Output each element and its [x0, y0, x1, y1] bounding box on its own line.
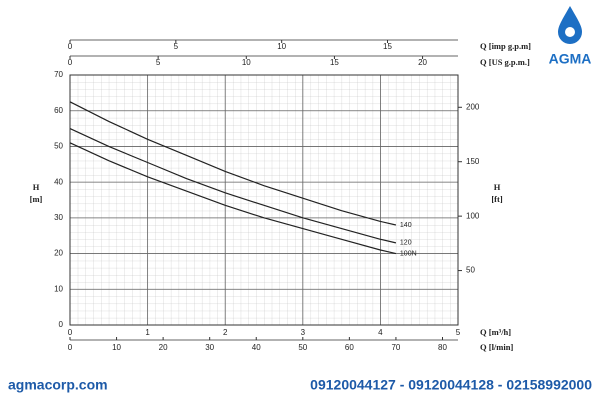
x-tick-label: 10: [242, 58, 251, 67]
x-tick-label: 1: [145, 328, 150, 337]
axis-label: Q [US g.p.m.]: [480, 57, 530, 67]
phones: 09120044127 - 09120044128 - 02158992000: [310, 377, 592, 393]
y-tick-label: 60: [54, 106, 63, 115]
y2-tick-label: 50: [466, 266, 475, 275]
x-tick-label: 10: [112, 343, 121, 352]
y2-label: H: [494, 182, 501, 192]
x-tick-label: 70: [391, 343, 400, 352]
x-tick-label: 20: [418, 58, 427, 67]
x-tick-label: 80: [438, 343, 447, 352]
x-tick-label: 4: [378, 328, 383, 337]
y-tick-label: 50: [54, 142, 63, 151]
x-label: Q [m³/h]: [480, 327, 511, 337]
y-unit: [m]: [30, 194, 43, 204]
x-tick-label: 0: [68, 328, 73, 337]
y-tick-label: 70: [54, 70, 63, 79]
y2-tick-label: 200: [466, 102, 480, 111]
x-tick-label: 0: [68, 343, 73, 352]
x-tick-label: 5: [456, 328, 461, 337]
axis-label: Q [l/min]: [480, 342, 513, 352]
axis-label: Q [imp g.p.m]: [480, 41, 531, 51]
curve-label: 140: [400, 222, 412, 229]
curve: [69, 128, 397, 244]
plot-frame: [69, 74, 459, 326]
x-tick-label: 20: [159, 343, 168, 352]
y2-tick-label: 100: [466, 211, 480, 220]
x-tick-label: 10: [277, 42, 286, 51]
y-tick-label: 20: [54, 249, 63, 258]
y-tick-label: 10: [54, 284, 63, 293]
y-tick-label: 30: [54, 213, 63, 222]
curve: [69, 101, 397, 226]
curve-label: 120: [400, 240, 412, 247]
y-tick-label: 0: [59, 320, 64, 329]
x-tick-label: 40: [252, 343, 261, 352]
y2-tick-label: 150: [466, 157, 480, 166]
logo: AGMA: [549, 6, 592, 67]
x-tick-label: 0: [68, 42, 73, 51]
x-tick-label: 0: [68, 58, 73, 67]
curve-label: 100N: [400, 250, 417, 257]
x-tick-label: 3: [301, 328, 306, 337]
y-label: H: [33, 182, 40, 192]
y2-unit: [ft]: [491, 194, 502, 204]
curve: [69, 142, 397, 255]
website: agmacorp.com: [8, 377, 108, 393]
x-tick-label: 15: [330, 58, 339, 67]
x-tick-label: 5: [174, 42, 179, 51]
x-tick-label: 50: [298, 343, 307, 352]
logo-drop: [558, 6, 582, 44]
x-tick-label: 30: [205, 343, 214, 352]
logo-text: AGMA: [549, 51, 592, 67]
y-tick-label: 40: [54, 177, 63, 186]
logo-dot: [565, 27, 575, 37]
x-tick-label: 60: [345, 343, 354, 352]
x-tick-label: 15: [383, 42, 392, 51]
minor-grid: [70, 75, 458, 325]
x-tick-label: 2: [223, 328, 228, 337]
x-tick-label: 5: [156, 58, 161, 67]
